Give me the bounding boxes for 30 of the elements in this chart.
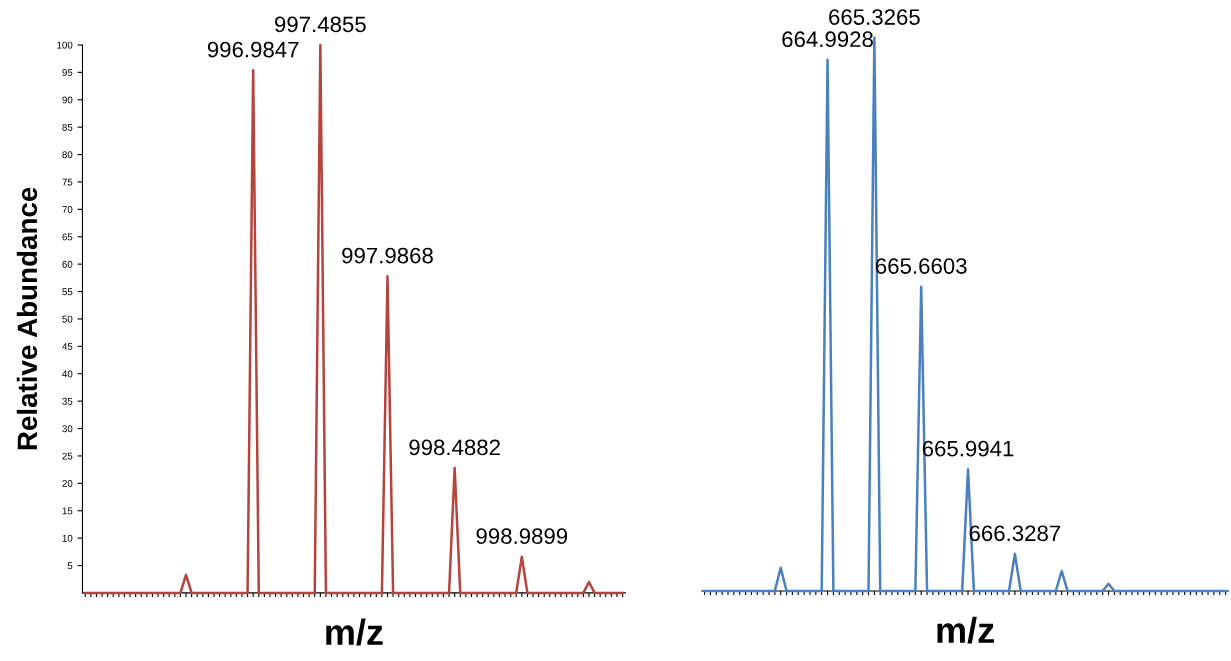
y-tick-label: 80 [62, 151, 73, 159]
y-tick-label: 35 [62, 397, 73, 405]
y-tick-label: 40 [62, 370, 73, 378]
y-tick-label: 20 [62, 480, 73, 487]
y-tick-label: 75 [62, 178, 73, 186]
y-tick-label: 5 [67, 562, 73, 570]
x-axis-title: m/z [326, 618, 383, 646]
y-tick-label: 45 [62, 343, 73, 350]
y-tick-label: 70 [62, 206, 73, 213]
y-tick-label: 25 [62, 452, 73, 460]
y-tick-label: 65 [62, 233, 73, 241]
y-tick-label: 60 [62, 260, 73, 268]
y-tick-label: 50 [62, 315, 73, 323]
y-tick-label: 100 [57, 41, 73, 49]
annotation: 997.9868 [342, 247, 433, 264]
y-tick-label: 15 [62, 507, 73, 515]
y-axis-title: Relative Abundance [16, 187, 38, 450]
y-tick-label: 90 [62, 96, 73, 104]
y-tick-label: 95 [62, 69, 73, 76]
y-tick-label: 10 [62, 534, 73, 542]
annotation: 998.9899 [476, 528, 568, 545]
annotation: 664.9928 [782, 31, 873, 48]
annotation: 998.4882 [409, 439, 500, 456]
x-axis-title: m/z [937, 616, 994, 644]
y-tick-label: 30 [62, 425, 73, 433]
annotation: 997.4855 [275, 16, 366, 33]
annotation: 996.9847 [207, 41, 299, 58]
annotation: 665.3265 [829, 9, 920, 25]
y-tick-label: 85 [62, 123, 73, 131]
y-tick-label: 55 [62, 288, 73, 296]
